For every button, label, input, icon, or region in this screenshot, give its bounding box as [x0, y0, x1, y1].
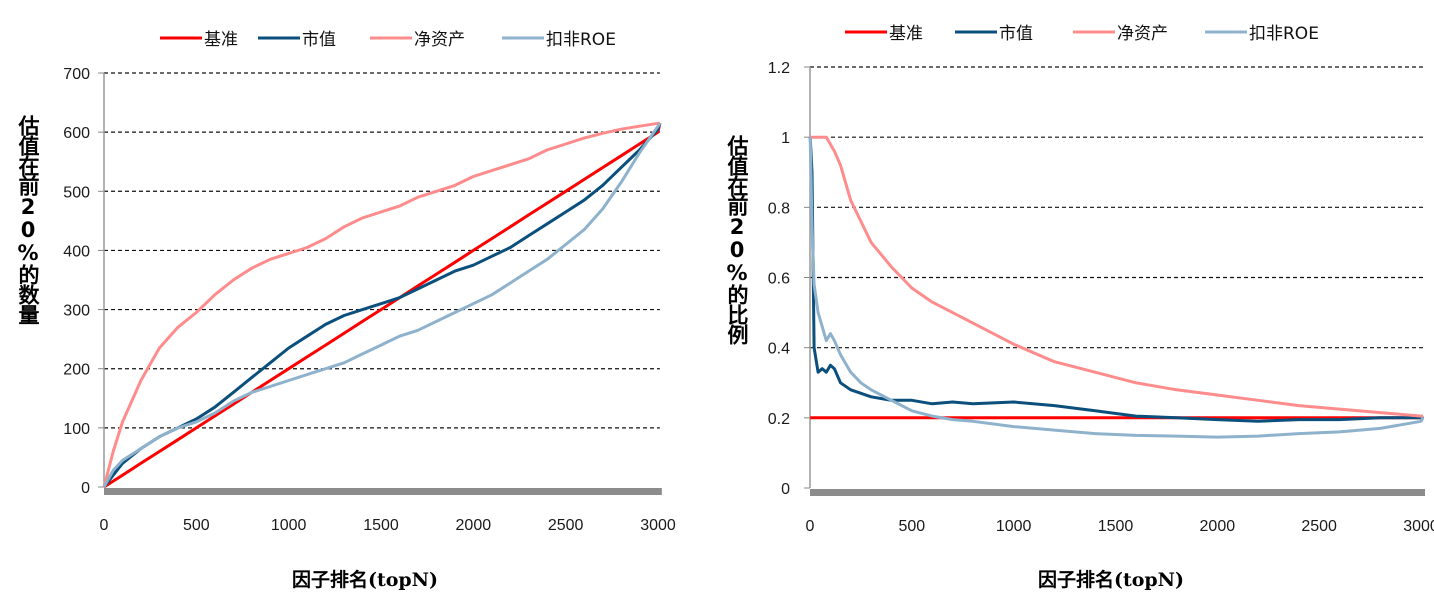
x-axis-bar [104, 488, 662, 495]
legend-label: 基准 [889, 24, 923, 44]
y-tick-label: 0.4 [768, 341, 790, 358]
y-tick-label: 1 [781, 130, 790, 147]
legend-label: 市值 [999, 24, 1033, 44]
y-tick-label: 500 [63, 184, 90, 201]
chart-right-svg: 0 0.2 0.4 0.6 0.8 1 1.2 0 500 1000 1500 2000 2500 300… [725, 24, 1434, 591]
y-tick-label: 400 [63, 243, 90, 260]
x-axis-title: 因子排名(topN) [292, 568, 438, 591]
y-tick-label: 0.6 [768, 271, 790, 288]
x-tick-label: 3000 [640, 517, 676, 534]
x-tick-label: 1000 [996, 518, 1032, 535]
y-tick-label: 300 [63, 303, 90, 320]
legend-label: 基准 [204, 30, 238, 50]
legend-label: 市值 [302, 30, 336, 50]
y-tick-label: 0 [781, 481, 790, 498]
x-tick-label: 3000 [1403, 518, 1434, 535]
y-tick-label: 1.2 [768, 60, 790, 77]
y-tick-label: 0.8 [768, 200, 790, 217]
chart-right: 0 0.2 0.4 0.6 0.8 1 1.2 0 500 1000 1500 2000 2500 300… [717, 0, 1434, 600]
x-axis-bar [810, 489, 1426, 496]
x-tick-label: 0 [100, 517, 109, 534]
series-line-3 [102, 122, 662, 488]
x-tick-label: 2000 [456, 517, 492, 534]
y-axis-title: 估值在前20%的比例 [725, 134, 750, 346]
x-tick-label: 1000 [271, 517, 307, 534]
chart-left: 0 100 200 300 400 500 600 700 0 500 1000 1500 2000 25… [16, 30, 676, 591]
x-axis-title: 因子排名(topN) [1038, 568, 1184, 591]
y-tick-label: 200 [63, 362, 90, 379]
y-tick-label: 0.2 [768, 411, 790, 428]
legend-label: 净资产 [1117, 24, 1168, 44]
y-tick-label: 700 [63, 66, 90, 83]
y-tick-label: 100 [63, 421, 90, 438]
x-tick-label: 1500 [363, 517, 399, 534]
series-line-1 [808, 137, 1424, 423]
chart-left-svg: 0 100 200 300 400 500 600 700 0 500 1000 1500 2000 25… [16, 30, 676, 591]
y-tick-label: 600 [63, 125, 90, 142]
series-line-2 [102, 121, 660, 488]
series-line-2 [810, 135, 1423, 418]
x-tick-label: 2000 [1200, 518, 1236, 535]
series-line-0 [103, 122, 662, 489]
legend-label: 净资产 [414, 30, 465, 50]
x-tick-label: 500 [183, 517, 210, 534]
legend-label: 扣非ROE [546, 30, 616, 50]
x-tick-label: 0 [806, 518, 815, 535]
series-line-3 [808, 137, 1425, 439]
y-axis-title: 估值在前20%的数量 [16, 114, 41, 325]
legend-label: 扣非ROE [1249, 24, 1319, 44]
x-tick-label: 1500 [1098, 518, 1134, 535]
y-tick-label: 0 [81, 480, 90, 497]
x-tick-label: 2500 [548, 517, 584, 534]
x-tick-label: 2500 [1301, 518, 1337, 535]
x-tick-label: 500 [898, 518, 925, 535]
